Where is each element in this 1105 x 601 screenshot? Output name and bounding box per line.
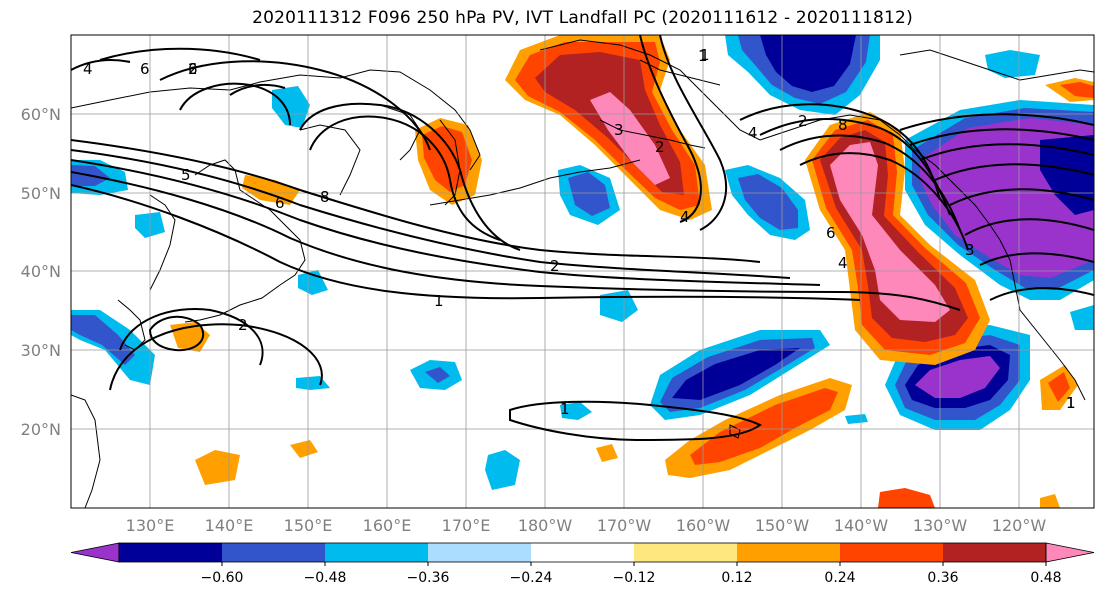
lon-label: 170°W [597,516,652,535]
positive-anomaly-small [170,78,1094,508]
colorbar-tick-label: −0.24 [510,570,553,586]
lon-label: 160°W [676,516,731,535]
lat-label: 20°N [21,420,61,439]
lon-label: 130°E [126,516,175,535]
contour-label: 8 [320,188,330,206]
lon-label: 150°W [755,516,810,535]
contour-label: 1 [698,47,708,65]
colorbar-tick-label: −0.12 [613,570,656,586]
lon-label: 180°W [518,516,573,535]
colorbar-bin [840,543,944,562]
contour-label: 1 [1066,394,1076,412]
map-title: 2020111312 F096 250 hPa PV, IVT Landfall… [252,8,913,28]
colorbar-extend-min [70,542,120,563]
lat-labels: 60°N 50°N 40°N 30°N 20°N [21,105,61,439]
lon-label: 160°E [363,516,412,535]
colorbar-bin [119,543,223,562]
contour-label: 5 [181,166,191,184]
lat-label: 60°N [21,105,61,124]
lat-label: 40°N [21,262,61,281]
contour-label: 2 [550,257,560,275]
colorbar-tick-label: −0.48 [304,570,347,586]
contour-label: 6 [188,60,198,78]
negative-anomaly-subtropical [650,330,830,420]
colorbar-outline [118,542,1047,563]
positive-anomaly-south [665,378,852,478]
colorbar-bin [634,543,738,562]
lon-labels: 130°E 140°E 150°E 160°E 170°E 180°W 170°… [126,516,1047,535]
lon-label: 150°E [284,516,333,535]
contour-label: 4 [748,124,758,142]
colorbar-bin [222,543,326,562]
contour-label: 2 [655,138,665,156]
positive-anomaly-bering [505,35,712,220]
gridlines [71,35,1094,508]
map-area: 1 2 4 5 6 8 1 2 1 3 2 4 6 8 1 4 6 2 4 1 … [71,35,1094,508]
negative-anomaly-north-pacific [725,35,880,115]
contour-label: 8 [838,116,848,134]
colorbar-tick-label: −0.36 [407,570,450,586]
negative-anomaly-small [71,50,1094,490]
contour-label: 2 [188,60,198,78]
contour-label: 6 [826,224,836,242]
contour-label: 1 [1066,394,1076,412]
contour-label: 1 [434,292,444,310]
colorbar-tick-label: 0.36 [927,570,958,586]
contour-labels: 1 2 4 5 6 8 1 2 1 3 2 4 6 8 1 4 6 2 4 1 … [83,46,1076,418]
contour-label: 3 [614,121,624,139]
colorbar-bin [531,543,635,562]
lon-label: 120°W [992,516,1047,535]
contour-label: 2 [798,112,808,130]
colorbar-tick-label: 0.24 [824,570,855,586]
coastlines [71,39,1094,508]
lon-label: 170°E [442,516,491,535]
colorbar-bin [737,543,841,562]
lon-label: 140°E [205,516,254,535]
contour-label: 6 [275,194,285,212]
colorbar-tick-label: 0.12 [721,570,752,586]
contour-label: 4 [83,60,93,78]
contour-label: 4 [838,254,848,272]
colorbar-bin [943,543,1047,562]
colorbar-bin [325,543,429,562]
lon-label: 130°W [913,516,968,535]
contour-label: 2 [238,316,248,334]
contour-label: 4 [680,208,690,226]
positive-anomaly-northeast-pacific [805,112,990,365]
colorbar-extend-max [1045,542,1095,563]
contour-label: 3 [965,241,975,259]
colorbar-tick-label: −0.60 [201,570,244,586]
contour-label: 1 [700,46,710,64]
colorbar: −0.60 −0.48 −0.36 −0.24 −0.12 0.12 0.24 0.36 0.4… [70,542,1095,586]
colorbar-bin [428,543,532,562]
contour-label: 1 [560,400,570,418]
colorbar-tick-label: 0.48 [1030,570,1061,586]
contour-label: 6 [140,60,150,78]
lat-label: 30°N [21,341,61,360]
lat-label: 50°N [21,184,61,203]
map-frame [70,34,1095,509]
lon-label: 140°W [834,516,889,535]
pv-contours [71,35,1094,442]
